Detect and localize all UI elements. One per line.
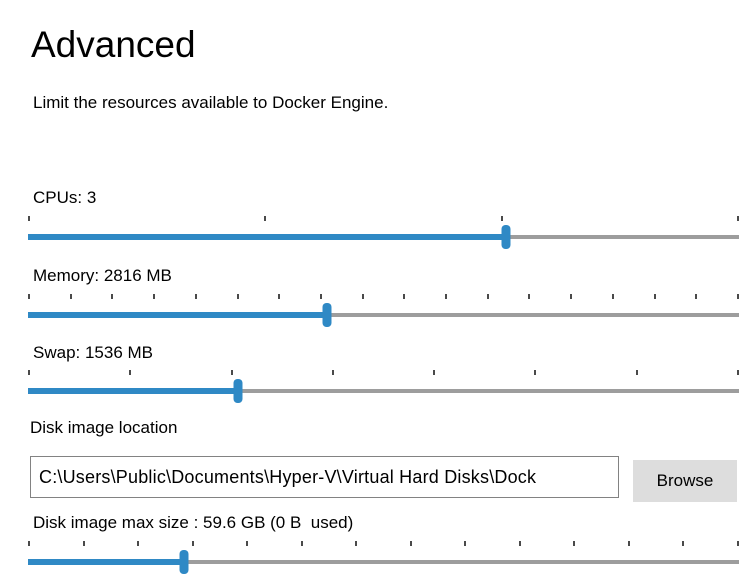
cpus-slider-track[interactable]	[28, 225, 739, 249]
disk-max-size-slider-track[interactable]	[28, 550, 739, 574]
page-description: Limit the resources available to Docker …	[33, 93, 389, 112]
cpus-slider-ticks	[28, 216, 739, 221]
page-title: Advanced	[31, 24, 196, 65]
slider-tick	[230, 370, 233, 375]
swap-slider-label: Swap: 1536 MB	[33, 343, 154, 362]
disk-max-size-slider[interactable]	[28, 541, 739, 580]
slider-tick	[518, 541, 521, 546]
swap-slider-ticks	[28, 370, 739, 375]
slider-tick	[534, 370, 537, 375]
cpus-slider-thumb[interactable]	[501, 225, 511, 249]
slider-tick	[736, 541, 739, 546]
slider-tick	[129, 370, 132, 375]
slider-tick	[69, 294, 72, 299]
swap-slider-track[interactable]	[28, 379, 739, 403]
slider-tick	[361, 294, 364, 299]
slider-tick	[236, 294, 239, 299]
slider-tick	[653, 294, 656, 299]
slider-tick	[191, 541, 194, 546]
slider-tick	[246, 541, 249, 546]
memory-slider-label: Memory: 2816 MB	[33, 266, 172, 285]
slider-tick	[433, 370, 436, 375]
slider-tick	[264, 216, 267, 221]
slider-tick	[445, 294, 448, 299]
slider-tick	[627, 541, 630, 546]
slider-tick	[319, 294, 322, 299]
slider-tick	[500, 216, 503, 221]
swap-slider[interactable]	[28, 370, 739, 412]
slider-tick	[573, 541, 576, 546]
memory-slider[interactable]	[28, 294, 739, 336]
swap-slider-track-rest	[28, 389, 739, 393]
slider-tick	[82, 541, 85, 546]
slider-tick	[403, 294, 406, 299]
slider-tick	[300, 541, 303, 546]
memory-slider-track[interactable]	[28, 303, 739, 327]
disk-max-size-slider-label: Disk image max size : 59.6 GB (0 B used)	[33, 513, 354, 532]
swap-slider-thumb[interactable]	[233, 379, 243, 403]
slider-tick	[28, 294, 30, 299]
slider-tick	[695, 294, 698, 299]
disk-max-size-slider-track-rest	[28, 560, 739, 564]
memory-slider-track-rest	[28, 313, 739, 317]
slider-tick	[331, 370, 334, 375]
disk-max-size-slider-ticks	[28, 541, 739, 546]
slider-tick	[194, 294, 197, 299]
slider-tick	[736, 370, 739, 375]
cpus-slider-track-fill	[28, 234, 506, 240]
disk-max-size-slider-thumb[interactable]	[179, 550, 189, 574]
slider-tick	[28, 216, 30, 221]
slider-tick	[486, 294, 489, 299]
slider-tick	[464, 541, 467, 546]
slider-tick	[611, 294, 614, 299]
memory-slider-track-fill	[28, 312, 327, 318]
memory-slider-thumb[interactable]	[322, 303, 332, 327]
slider-tick	[111, 294, 114, 299]
cpus-slider-label: CPUs: 3	[33, 188, 97, 207]
slider-tick	[153, 294, 156, 299]
slider-tick	[570, 294, 573, 299]
cpus-slider[interactable]	[28, 216, 739, 258]
disk-max-size-slider-track-fill	[28, 559, 184, 565]
slider-tick	[682, 541, 685, 546]
slider-tick	[409, 541, 412, 546]
slider-tick	[635, 370, 638, 375]
slider-tick	[28, 370, 30, 375]
browse-button[interactable]: Browse	[633, 460, 737, 502]
swap-slider-track-fill	[28, 388, 238, 394]
disk-image-location-input[interactable]	[30, 456, 619, 498]
slider-tick	[528, 294, 531, 299]
slider-tick	[736, 294, 739, 299]
memory-slider-ticks	[28, 294, 739, 299]
slider-tick	[736, 216, 739, 221]
slider-tick	[355, 541, 358, 546]
slider-tick	[137, 541, 140, 546]
disk-image-location-label: Disk image location	[30, 418, 178, 437]
slider-tick	[28, 541, 30, 546]
slider-tick	[278, 294, 281, 299]
